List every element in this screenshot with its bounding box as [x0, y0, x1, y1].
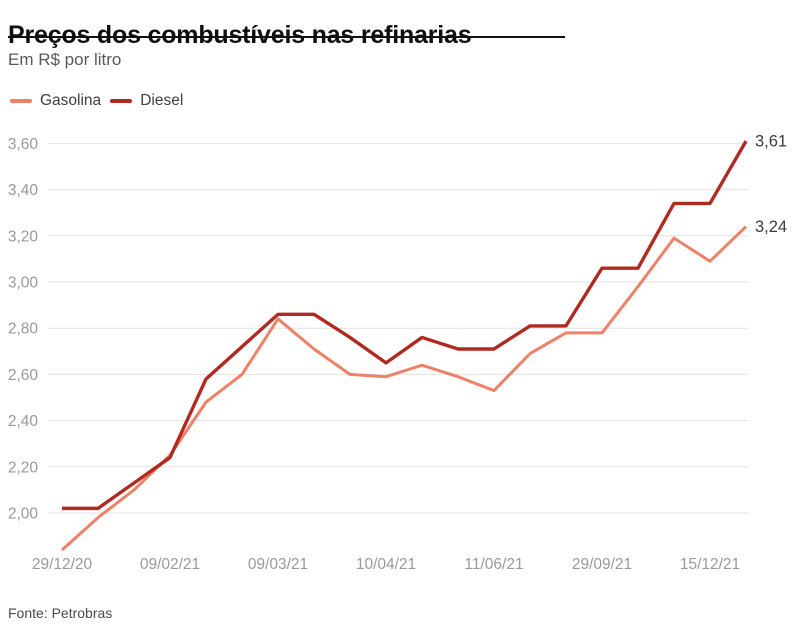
chart-subtitle: Em R$ por litro	[8, 50, 122, 69]
gasolina-line	[60, 225, 748, 552]
y-tick-label: 2,60	[8, 367, 39, 384]
x-tick-label: 10/04/21	[356, 556, 416, 573]
gasolina-end-value: 3,24	[755, 218, 787, 236]
diesel-end-value: 3,61	[755, 133, 787, 151]
diesel-line	[62, 140, 748, 511]
gasolina-line-swatch-icon	[10, 99, 32, 103]
legend-item-gasolina: Gasolina	[10, 92, 101, 110]
y-tick-label: 3,60	[8, 136, 39, 153]
title-underline	[8, 36, 565, 38]
legend-label-gasolina: Gasolina	[40, 92, 102, 109]
x-tick-label: 09/03/21	[248, 556, 308, 573]
x-tick-label: 29/12/20	[32, 556, 93, 573]
y-tick-label: 3,40	[8, 182, 39, 199]
x-tick-label: 09/02/21	[140, 556, 200, 573]
y-tick-label: 3,00	[8, 275, 39, 292]
y-tick-label: 2,20	[8, 459, 39, 476]
x-tick-label: 15/12/21	[680, 556, 740, 573]
y-tick-label: 2,00	[8, 506, 39, 523]
y-tick-label: 2,80	[8, 321, 39, 338]
y-tick-label: 2,40	[8, 413, 39, 430]
page-title: Preços dos combustíveis nas refinarias	[8, 20, 472, 49]
legend-item-diesel: Diesel	[110, 92, 183, 110]
diesel-line-swatch-icon	[110, 99, 133, 103]
x-tick-label: 11/06/21	[464, 556, 523, 573]
source-note: Fonte: Petrobras	[8, 605, 113, 621]
chart-legend: Gasolina Diesel	[10, 92, 183, 110]
y-tick-label: 3,20	[8, 228, 39, 245]
legend-label-diesel: Diesel	[140, 92, 184, 109]
x-tick-label: 29/09/21	[572, 556, 632, 573]
